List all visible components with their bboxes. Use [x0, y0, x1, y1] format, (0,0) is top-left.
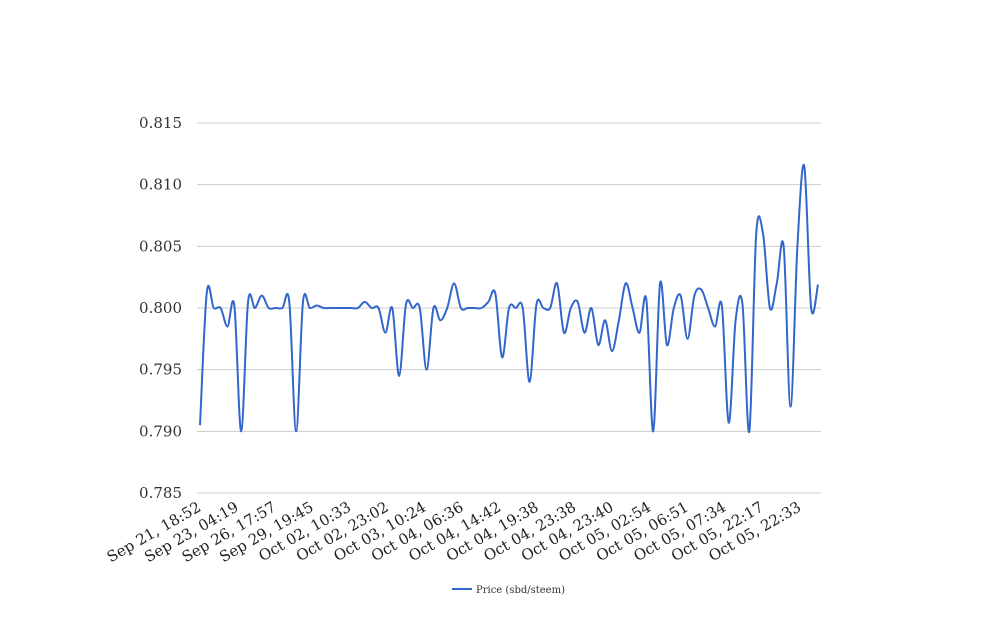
y-tick-label: 0.805	[139, 237, 182, 255]
legend: Price (sbd/steem)	[452, 585, 565, 596]
series-lines	[199, 163, 819, 433]
series-line-price	[199, 163, 819, 433]
y-tick-label: 0.815	[139, 114, 182, 132]
gridlines	[197, 122, 821, 494]
legend-label-price: Price (sbd/steem)	[476, 585, 565, 596]
y-tick-label: 0.800	[139, 299, 182, 317]
y-tick-label: 0.810	[139, 176, 182, 194]
y-tick-label: 0.795	[139, 361, 182, 379]
y-tick-label: 0.785	[139, 484, 182, 502]
y-tick-label: 0.790	[139, 422, 182, 440]
y-axis-tick-labels: 0.785 0.790 0.795 0.800 0.805 0.810 0.815	[139, 114, 182, 502]
